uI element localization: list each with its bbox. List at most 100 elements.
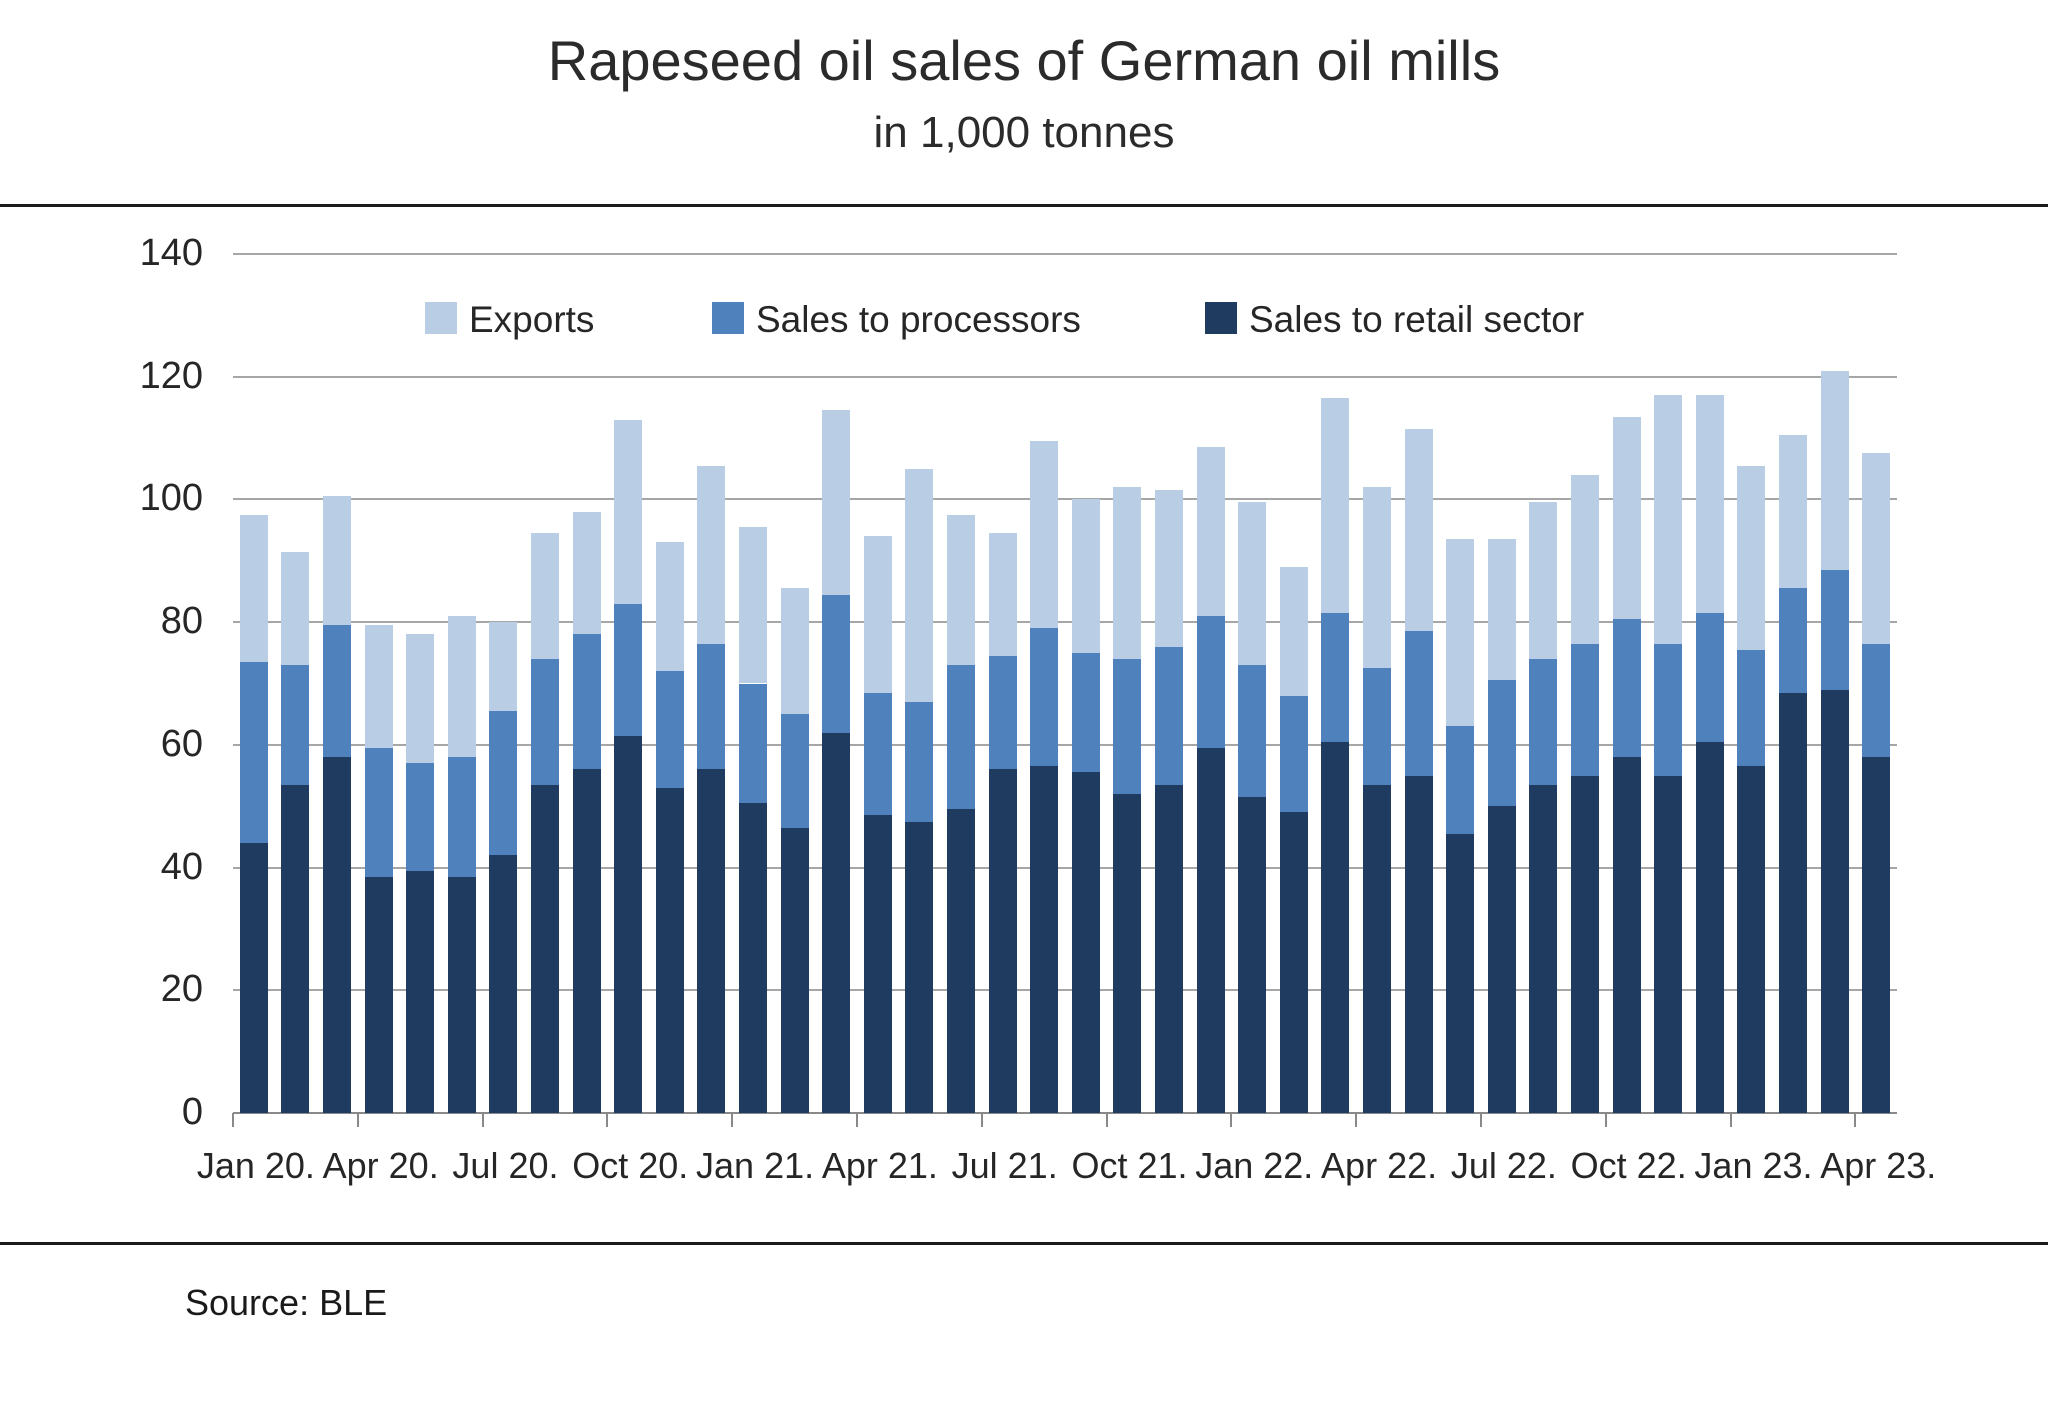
bar-segment Feb 22 Exports (1279, 566, 1308, 696)
bar-segment May 22 Sales to processors (1404, 631, 1433, 776)
bar-segment Sep 21 Exports (1071, 499, 1100, 653)
bar-segment Feb 20 Sales to processors (281, 665, 310, 785)
x-tick-Jan21 (731, 1113, 734, 1127)
gridline-100 (233, 498, 1897, 501)
x-tick-Oct20 (606, 1113, 609, 1127)
bar-segment Nov 22 Sales to processors (1654, 643, 1683, 776)
bar-segment Jan 21 Sales to retail sector (739, 803, 767, 1113)
bar-segment Jan 23 Sales to retail sector (1737, 766, 1766, 1113)
bar-segment Jan 20 Sales to retail sector (239, 843, 268, 1113)
bar-segment May 21 Sales to retail sector (905, 821, 934, 1113)
bar-segment Jun 22 Sales to retail sector (1446, 833, 1475, 1113)
bar-segment Nov 20 Sales to processors (655, 671, 684, 788)
bar-segment Jul 21 Sales to processors (988, 655, 1017, 770)
bar-segment Aug 21 Sales to processors (1030, 628, 1059, 767)
bar-segment Feb 20 Exports (281, 551, 310, 666)
bar-segment Mar 20 Sales to retail sector (323, 757, 351, 1113)
y-tick-label-120: 120 (139, 354, 203, 397)
bar-segment Sep 22 Sales to processors (1571, 643, 1599, 776)
bar-segment Sep 22 Exports (1571, 474, 1599, 644)
bar-segment Oct 20 Sales to processors (614, 603, 643, 736)
gridline-120 (233, 375, 1897, 378)
bar-segment Oct 21 Exports (1113, 487, 1142, 659)
bar-segment Jul 20 Exports (489, 622, 518, 712)
chart-title: Rapeseed oil sales of German oil mills (547, 29, 1501, 92)
bar-segment Nov 22 Exports (1654, 395, 1683, 644)
footer-divider (0, 1242, 2048, 1245)
bar-segment Dec 21 Sales to processors (1196, 616, 1225, 748)
bar-segment Aug 22 Sales to processors (1529, 658, 1558, 785)
x-tick-Jan23 (1729, 1113, 1732, 1127)
bar-segment Mar 20 Exports (323, 496, 351, 626)
source-note: Source: BLE (185, 1282, 388, 1323)
x-tick-Oct21 (1105, 1113, 1108, 1127)
bar-segment Feb 23 Sales to processors (1779, 588, 1807, 693)
bar-segment Nov 20 Exports (655, 542, 684, 672)
bar-segment Aug 20 Sales to processors (531, 658, 559, 785)
bar-segment Apr 20 Sales to retail sector (364, 876, 393, 1113)
x-tick-Jan20 (232, 1113, 234, 1127)
bar-segment Feb 23 Sales to retail sector (1779, 692, 1807, 1113)
bar-segment Aug 21 Sales to retail sector (1030, 766, 1059, 1113)
bar-segment Aug 21 Exports (1030, 441, 1059, 629)
x-tick-Oct22 (1604, 1113, 1607, 1127)
bar-segment Sep 20 Sales to retail sector (572, 769, 601, 1113)
bar-segment Jan 20 Exports (239, 514, 268, 663)
bar-segment Jun 21 Sales to retail sector (947, 809, 975, 1113)
bar-segment Nov 22 Sales to retail sector (1654, 775, 1683, 1113)
bar-segment May 21 Sales to processors (905, 701, 934, 822)
bar-segment Jul 22 Sales to retail sector (1487, 806, 1516, 1113)
bar-segment Dec 22 Exports (1695, 395, 1724, 613)
header-divider (0, 204, 2048, 207)
x-tick-label-Oct20: Oct 20. (572, 1145, 689, 1186)
bar-segment May 20 Sales to processors (406, 763, 435, 871)
bar-segment Jan 22 Exports (1238, 502, 1267, 666)
bar-segment Apr 22 Sales to processors (1363, 668, 1391, 785)
bar-segment Sep 21 Sales to processors (1071, 652, 1100, 773)
bar-segment May 20 Sales to retail sector (406, 870, 435, 1113)
x-tick-label-Oct22: Oct 22. (1570, 1145, 1687, 1186)
bar-segment Mar 21 Sales to processors (822, 594, 851, 733)
bar-segment Jul 20 Sales to processors (489, 711, 518, 856)
bar-segment Jun 21 Exports (947, 514, 975, 666)
bar-segment Apr 21 Exports (863, 536, 892, 693)
x-tick-Apr23 (1854, 1113, 1857, 1127)
bar-segment Mar 22 Sales to retail sector (1321, 741, 1350, 1113)
bar-segment Jun 22 Exports (1446, 539, 1475, 727)
bar-segment May 20 Exports (406, 634, 435, 764)
x-tick-label-Jul20: Jul 20. (452, 1145, 559, 1186)
bar-segment Jan 22 Sales to retail sector (1238, 797, 1267, 1113)
retail-swatch-icon (1205, 302, 1237, 334)
y-tick-label-60: 60 (160, 722, 203, 765)
bar-segment Aug 20 Exports (531, 533, 559, 659)
bar-segment Dec 22 Sales to processors (1695, 612, 1724, 742)
bar-segment Oct 20 Sales to retail sector (614, 735, 643, 1113)
bar-segment May 22 Sales to retail sector (1404, 775, 1433, 1113)
bar-segment Mar 23 Exports (1820, 370, 1849, 570)
bar-segment Feb 22 Sales to processors (1279, 695, 1308, 813)
bar-segment Dec 21 Exports (1196, 447, 1225, 616)
gridline-20 (233, 989, 1897, 992)
bar-segment Feb 21 Exports (780, 588, 809, 715)
x-tick-Apr22 (1355, 1113, 1358, 1127)
x-tick-label-Apr23: Apr 23. (1820, 1145, 1937, 1186)
processors-swatch-icon (712, 302, 744, 334)
x-tick-label-Jul21: Jul 21. (951, 1145, 1058, 1186)
gridline-60 (233, 743, 1897, 746)
bar-segment Dec 21 Sales to retail sector (1196, 747, 1225, 1113)
plot-area (232, 253, 1897, 1127)
x-tick-label-Jan20: Jan 20. (196, 1145, 315, 1186)
chart-subtitle: in 1,000 tonnes (873, 108, 1175, 157)
bar-segment Mar 22 Sales to processors (1321, 612, 1350, 742)
y-tick-label-140: 140 (139, 232, 203, 274)
bar-segment Jun 20 Exports (447, 616, 476, 758)
bar-segment Jan 23 Exports (1737, 465, 1766, 650)
bar-segment Jan 20 Sales to processors (239, 662, 268, 844)
bar-segment Oct 22 Sales to retail sector (1612, 757, 1641, 1113)
exports-swatch-icon (425, 302, 457, 334)
bar-segment Feb 20 Sales to retail sector (281, 784, 310, 1113)
bar-segment Apr 22 Sales to retail sector (1363, 784, 1391, 1113)
bar-segment Aug 20 Sales to retail sector (531, 784, 559, 1113)
bar-segment Dec 20 Sales to processors (697, 643, 726, 770)
